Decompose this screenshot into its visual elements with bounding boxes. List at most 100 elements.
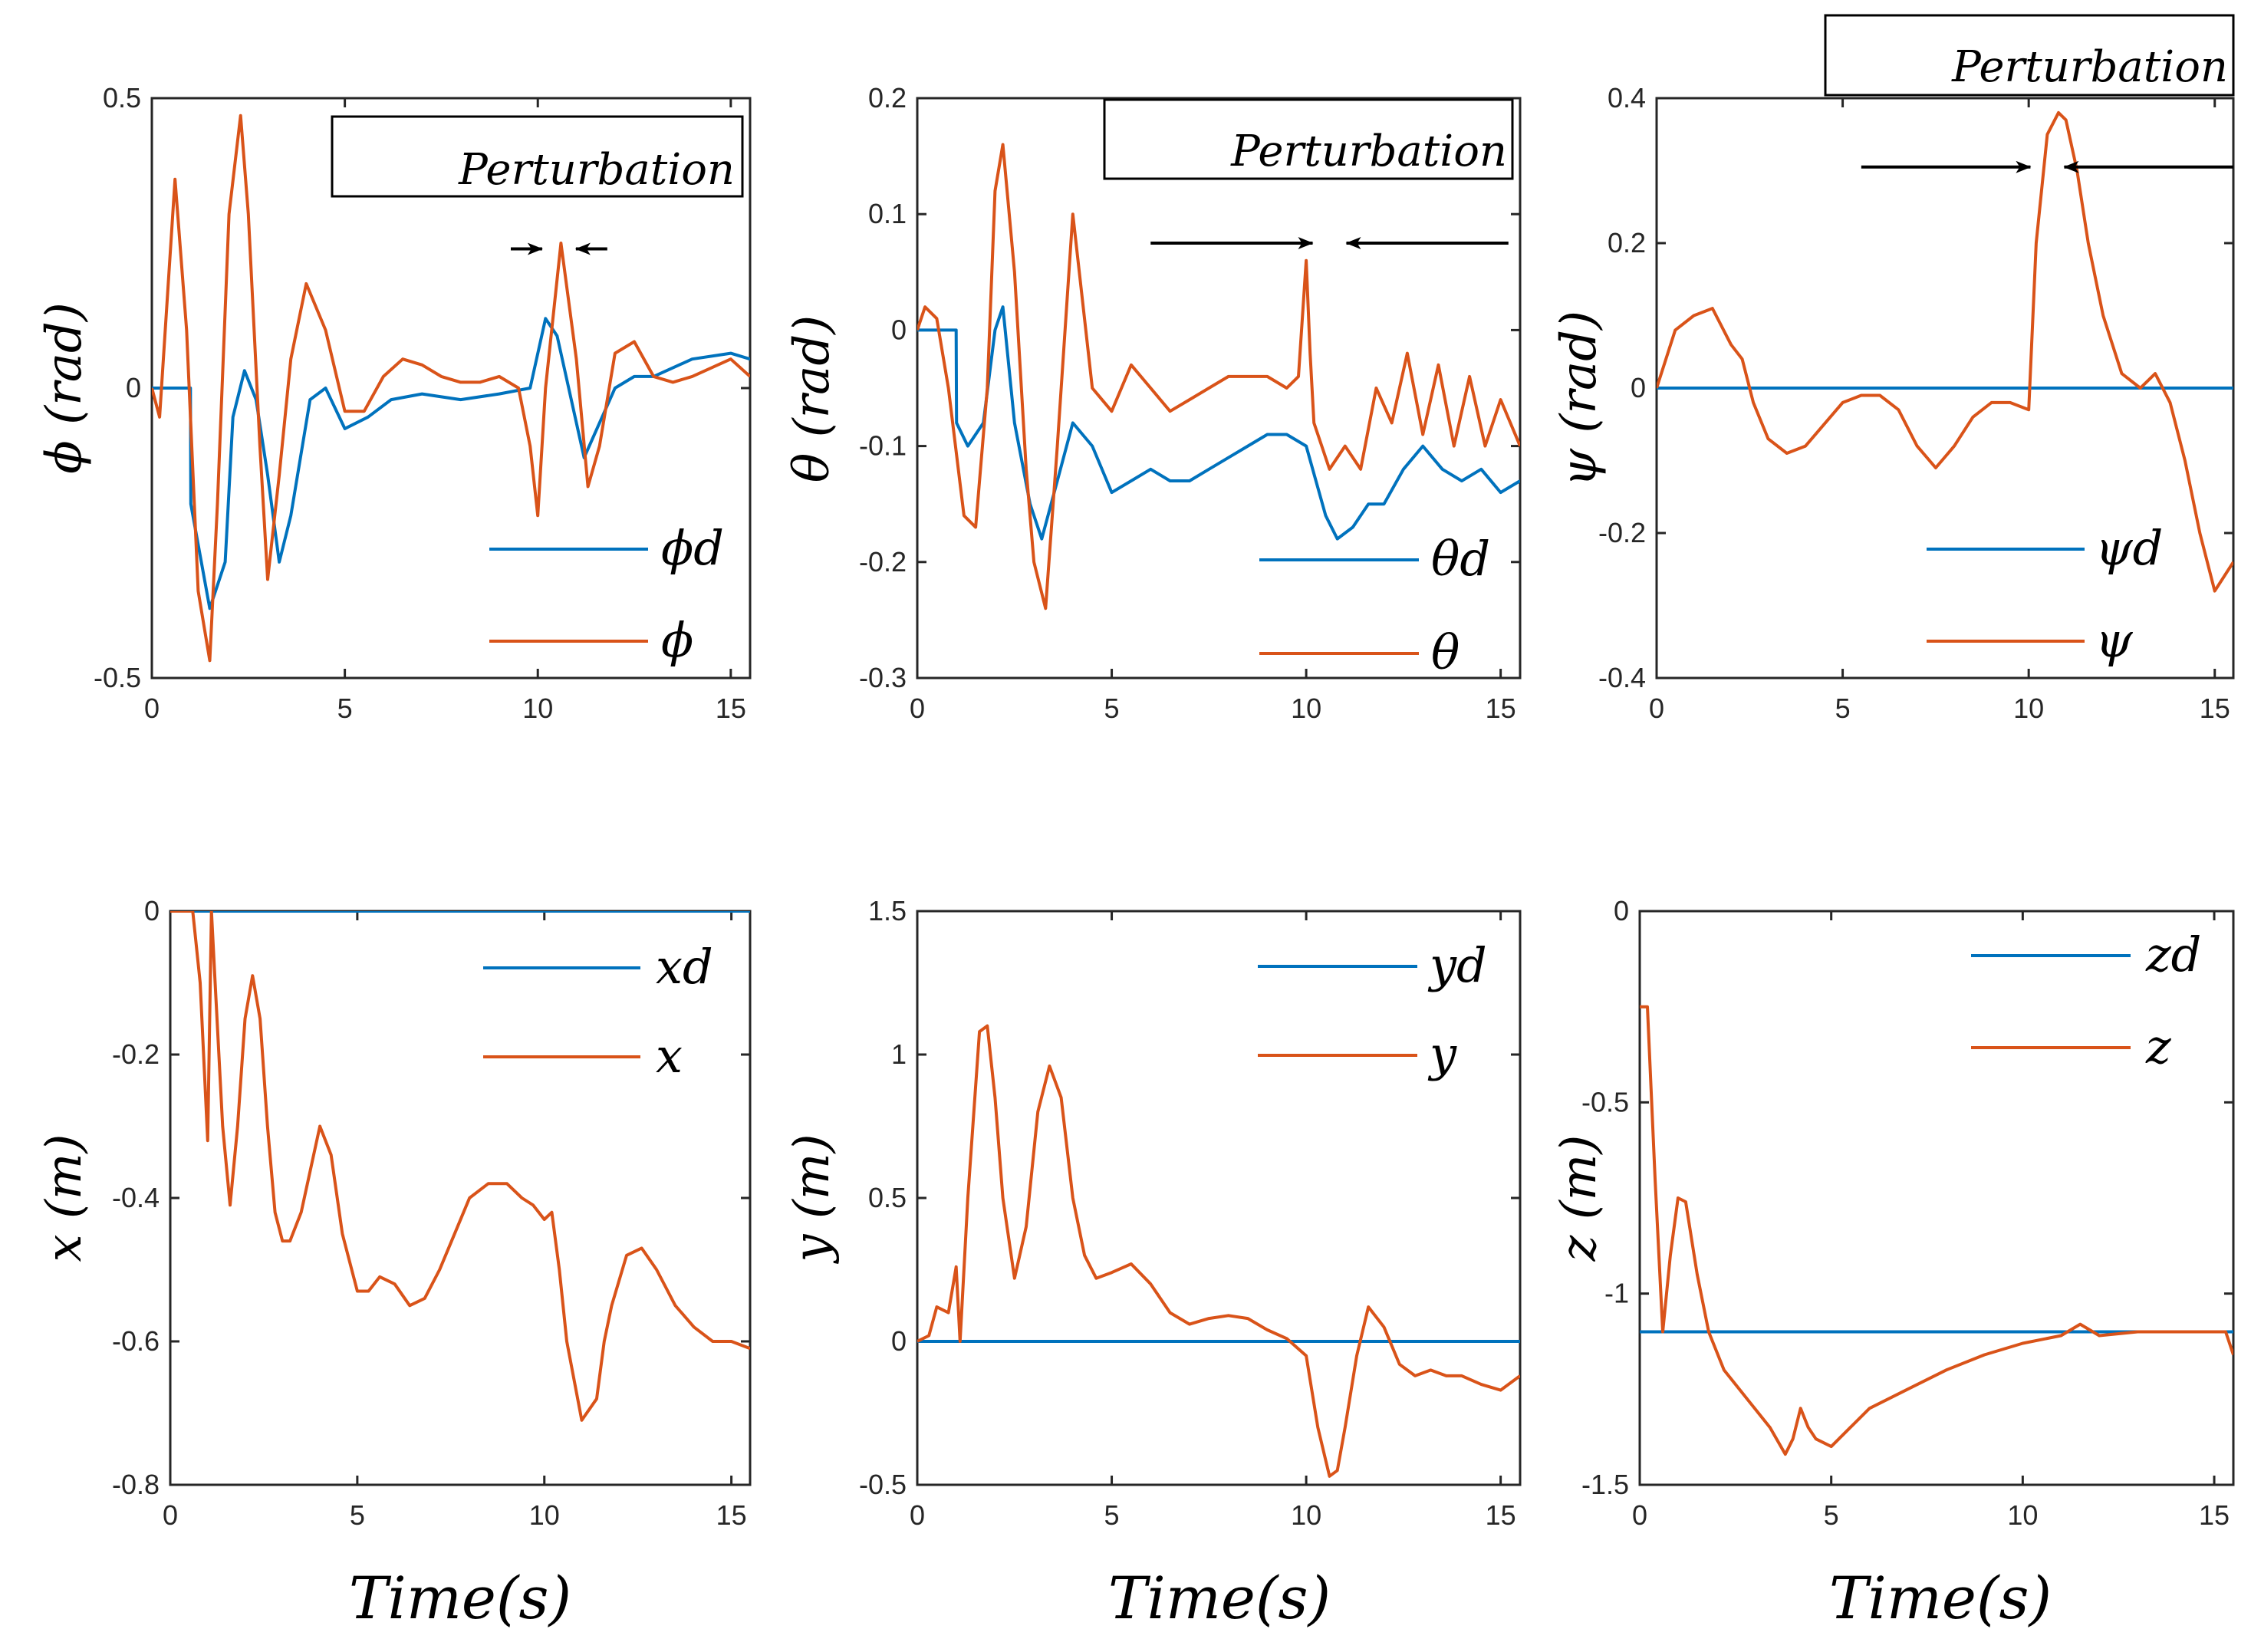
ytick-label-theta-3: -0.1 <box>859 430 907 462</box>
panel-x: 0 5 10 15 0 -0.2 -0.4 -0.6 -0.8 x (m) Time(s) xd… <box>36 895 752 1632</box>
legend-theta: θd θ <box>1259 531 1490 680</box>
xtick-label-x-2: 10 <box>529 1499 560 1531</box>
ytick-label-theta-1: 0.1 <box>868 198 907 229</box>
ylabel-theta: θ (rad) <box>784 315 841 483</box>
xlabel-z: Time(s) <box>1829 1564 2052 1632</box>
ytick-label-z-0: 0 <box>1614 895 1629 926</box>
ylabel-phi: ϕ (rad) <box>36 302 93 474</box>
xtick-label-psi-2: 10 <box>2013 693 2044 724</box>
ytick-label-psi-4: -0.4 <box>1598 662 1646 693</box>
perturbation-theta: Perturbation <box>1103 98 1514 249</box>
xtick-label-y-3: 15 <box>1486 1499 1516 1531</box>
perturbation-label-psi: Perturbation <box>1951 42 2228 92</box>
axes-z <box>1638 910 2235 1486</box>
ytick-label-x-1: -0.2 <box>112 1038 160 1070</box>
ytick-label-z-1: -0.5 <box>1581 1086 1629 1117</box>
series-line-phi-desired <box>152 317 750 610</box>
ylabel-psi: ψ (rad) <box>1551 311 1608 487</box>
xtick-label-x-3: 15 <box>716 1499 747 1531</box>
series-y <box>917 1024 1520 1478</box>
perturbation-box-phi <box>331 115 744 198</box>
ytick-label-y-4: -0.5 <box>859 1469 907 1500</box>
ytick-label-z-2: -1 <box>1604 1278 1629 1309</box>
legend-y: yd y <box>1258 937 1487 1082</box>
ytick-label-phi-2: -0.5 <box>94 662 141 693</box>
ytick-label-x-2: -0.4 <box>112 1182 160 1213</box>
ytick-label-theta-2: 0 <box>891 314 907 345</box>
xtick-label-y-2: 10 <box>1291 1499 1321 1531</box>
ytick-label-psi-1: 0.2 <box>1608 227 1646 258</box>
ticks-z: 0 5 10 15 0 -0.5 -1 -1.5 <box>1581 895 2233 1531</box>
legend-label-psi: ψ <box>2095 612 2134 668</box>
xtick-label-phi-1: 5 <box>337 693 353 724</box>
legend-z: zd z <box>1971 926 2201 1074</box>
xtick-label-y-1: 5 <box>1104 1499 1120 1531</box>
legend-x: xd x <box>483 939 713 1084</box>
xtick-label-z-2: 10 <box>2007 1499 2038 1531</box>
ytick-label-psi-0: 0.4 <box>1608 82 1646 114</box>
series-z <box>1640 1005 2233 1456</box>
xtick-label-x-1: 5 <box>350 1499 365 1531</box>
xtick-label-y-0: 0 <box>910 1499 925 1531</box>
series-line-psi-actual <box>1657 110 2233 593</box>
xtick-label-phi-3: 15 <box>716 693 746 724</box>
panel-y: 0 5 10 151.510.50-0.5 y (m) Time(s) yd y <box>784 895 1522 1632</box>
ylabel-y: y (m) <box>784 1134 841 1264</box>
legend-label-y-d: yd <box>1427 937 1487 993</box>
panel-psi: 0 5 10 15 0.4 0.2 0 -0.2 -0.4 ψ (rad) Perturbati… <box>1551 14 2235 724</box>
legend-phi: ϕd ϕ <box>489 520 724 668</box>
legend-label-z-d: zd <box>2145 926 2201 982</box>
ytick-label-y-3: 0 <box>891 1325 907 1357</box>
ytick-label-phi-0: 0.5 <box>103 82 141 114</box>
legend-label-y: y <box>1427 1026 1457 1082</box>
ytick-label-theta-4: -0.2 <box>859 546 907 578</box>
xtick-label-theta-3: 15 <box>1486 693 1516 724</box>
legend-label-theta: θ <box>1431 624 1460 680</box>
perturbation-box-psi <box>1824 14 2235 97</box>
series-theta <box>917 143 1520 610</box>
legend-label-x: x <box>656 1028 683 1084</box>
ytick-label-phi-1: 0 <box>126 372 141 403</box>
series-line-z-actual <box>1640 1005 2233 1456</box>
ticks-x: 0 5 10 15 0 -0.2 -0.4 -0.6 -0.8 <box>112 895 750 1531</box>
xtick-label-z-1: 5 <box>1824 1499 1839 1531</box>
xlabel-y: Time(s) <box>1108 1564 1331 1632</box>
series-line-theta-desired <box>917 305 1520 541</box>
ytick-label-x-4: -0.8 <box>112 1469 160 1500</box>
legend-label-x-d: xd <box>656 939 713 995</box>
perturbation-label-phi: Perturbation <box>458 145 735 195</box>
legend-label-phi: ϕ <box>661 612 693 668</box>
ytick-label-y-1: 1 <box>891 1038 907 1070</box>
xtick-label-z-3: 15 <box>2199 1499 2230 1531</box>
ytick-label-z-3: -1.5 <box>1581 1469 1629 1500</box>
xtick-label-theta-1: 5 <box>1104 693 1120 724</box>
xtick-label-phi-2: 10 <box>522 693 553 724</box>
xtick-label-theta-2: 10 <box>1291 693 1321 724</box>
legend-label-theta-d: θd <box>1431 531 1490 587</box>
ytick-label-theta-5: -0.3 <box>859 662 907 693</box>
perturbation-psi: Perturbation <box>1824 14 2235 173</box>
ticks-psi: 0 5 10 15 0.4 0.2 0 -0.2 -0.4 <box>1598 82 2233 724</box>
series-phi <box>152 114 750 663</box>
ytick-label-theta-0: 0.2 <box>868 82 907 114</box>
xtick-label-psi-1: 5 <box>1835 693 1851 724</box>
panel-z: 0 5 10 15 0 -0.5 -1 -1.5 z (m) Time(s) zd z <box>1551 895 2235 1632</box>
xtick-label-psi-3: 15 <box>2200 693 2230 724</box>
legend-label-z: z <box>2145 1019 2171 1074</box>
xtick-label-phi-0: 0 <box>144 693 160 724</box>
perturbation-phi: Perturbation <box>331 115 744 255</box>
ytick-label-x-0: 0 <box>144 895 160 926</box>
series-line-theta-actual <box>917 143 1520 610</box>
xtick-label-x-0: 0 <box>163 1499 178 1531</box>
ytick-label-psi-3: -0.2 <box>1598 517 1646 548</box>
ticks-theta: 0 5 10 15 0.2 0.1 0 -0.1 -0.2 -0.3 <box>859 82 1520 724</box>
series-x <box>170 911 750 1422</box>
series-line-x-actual <box>170 911 750 1422</box>
xtick-label-psi-0: 0 <box>1649 693 1664 724</box>
perturbation-box-theta <box>1103 98 1514 180</box>
series-line-phi-actual <box>152 114 750 663</box>
ylabel-x: x (m) <box>36 1134 93 1262</box>
legend-label-phi-d: ϕd <box>661 520 724 576</box>
